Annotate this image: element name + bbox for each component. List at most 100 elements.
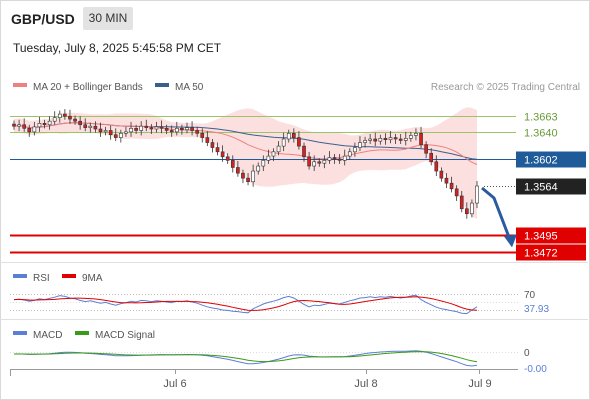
candle bbox=[68, 115, 72, 120]
candle bbox=[286, 133, 291, 140]
projection-arrow-head bbox=[504, 234, 517, 248]
candle bbox=[220, 151, 225, 158]
candle bbox=[266, 155, 271, 161]
macd-signal-line bbox=[14, 351, 478, 363]
candle bbox=[358, 142, 362, 148]
candle bbox=[78, 120, 82, 126]
candle bbox=[347, 151, 352, 157]
candle bbox=[256, 165, 261, 172]
x-label-jul6: Jul 6 bbox=[163, 378, 186, 390]
datetime-label: Tuesday, July 8, 2025 5:45:58 PM CET bbox=[13, 41, 222, 55]
candle bbox=[119, 133, 123, 138]
candle bbox=[180, 128, 184, 131]
candle bbox=[454, 188, 459, 197]
candle bbox=[424, 144, 428, 154]
candle bbox=[159, 126, 164, 129]
candle bbox=[93, 125, 98, 130]
support-label-5: 1.3472 bbox=[524, 248, 558, 260]
credit-label: Research © 2025 Trading Central bbox=[431, 82, 580, 93]
candle bbox=[434, 161, 439, 172]
support-label-4: 1.3495 bbox=[524, 231, 558, 243]
candle bbox=[353, 147, 357, 153]
candle bbox=[52, 117, 57, 122]
candle bbox=[200, 133, 205, 138]
candle bbox=[12, 123, 16, 127]
candle bbox=[190, 127, 194, 131]
support-tag-4 bbox=[516, 227, 586, 244]
candle bbox=[230, 160, 235, 168]
candle bbox=[22, 124, 27, 129]
candle bbox=[32, 126, 37, 133]
last-price-label: 1.3564 bbox=[524, 182, 558, 194]
candle bbox=[307, 156, 311, 167]
candle bbox=[174, 128, 179, 133]
x-label-jul8: Jul 8 bbox=[354, 378, 377, 390]
candle bbox=[246, 177, 250, 183]
rsi-level-70: 70 bbox=[524, 290, 536, 301]
rsi-ma-legend-swatch bbox=[62, 274, 76, 278]
candle bbox=[241, 172, 245, 179]
candle bbox=[47, 120, 52, 126]
candle bbox=[17, 124, 21, 127]
candle bbox=[108, 130, 113, 136]
resistance-label-1: 1.3640 bbox=[524, 128, 558, 140]
candle bbox=[164, 128, 169, 131]
ma50-legend-swatch bbox=[155, 83, 169, 87]
candle bbox=[393, 137, 398, 140]
candle bbox=[139, 125, 144, 131]
candle bbox=[342, 155, 347, 161]
candle bbox=[281, 138, 286, 147]
candle bbox=[464, 208, 469, 215]
candle bbox=[398, 138, 403, 141]
ma20-line bbox=[13, 122, 478, 165]
candle bbox=[215, 147, 220, 153]
candle bbox=[185, 127, 189, 131]
last-price-tag bbox=[516, 178, 586, 195]
candle bbox=[409, 135, 413, 139]
ma20-legend-label: MA 20 + Bollinger Bands bbox=[33, 82, 143, 93]
candle bbox=[210, 142, 215, 148]
candle bbox=[439, 170, 444, 179]
candle bbox=[373, 138, 378, 142]
rsi-legend-label: RSI bbox=[33, 273, 50, 284]
candle bbox=[154, 126, 159, 130]
candle bbox=[292, 133, 296, 138]
symbol-title: GBP/USD bbox=[11, 11, 75, 27]
candle bbox=[317, 161, 322, 164]
candle bbox=[470, 202, 474, 215]
candle bbox=[475, 185, 479, 204]
candle bbox=[144, 125, 149, 128]
candle bbox=[63, 113, 67, 117]
candle bbox=[276, 145, 281, 153]
candle bbox=[368, 138, 372, 141]
candle bbox=[449, 182, 454, 190]
ma20-legend-swatch bbox=[13, 83, 27, 87]
candle bbox=[98, 128, 103, 133]
timeframe-badge[interactable]: 30 MIN bbox=[83, 7, 133, 30]
candle bbox=[88, 125, 93, 128]
candle bbox=[302, 145, 306, 158]
macd-signal-legend-swatch bbox=[75, 331, 89, 335]
candle bbox=[27, 128, 32, 133]
candle bbox=[378, 137, 383, 142]
ma50-legend-label: MA 50 bbox=[175, 82, 204, 93]
candle bbox=[205, 137, 210, 143]
candle bbox=[444, 177, 449, 184]
macd-level-zero: 0 bbox=[524, 348, 530, 359]
rsi-legend-swatch bbox=[13, 274, 27, 278]
macd-legend-label: MACD bbox=[33, 330, 62, 341]
candle bbox=[113, 134, 118, 138]
candle bbox=[459, 195, 464, 210]
candle bbox=[261, 160, 266, 167]
candle bbox=[312, 161, 317, 167]
candle bbox=[363, 140, 367, 143]
pivot-tag-2 bbox=[516, 151, 586, 168]
candle bbox=[414, 133, 418, 136]
candle bbox=[124, 131, 128, 134]
candle bbox=[332, 157, 337, 160]
rsi-line bbox=[13, 294, 478, 315]
bollinger-band bbox=[14, 107, 477, 219]
candle bbox=[37, 123, 42, 128]
resistance-label-0: 1.3663 bbox=[524, 112, 558, 124]
